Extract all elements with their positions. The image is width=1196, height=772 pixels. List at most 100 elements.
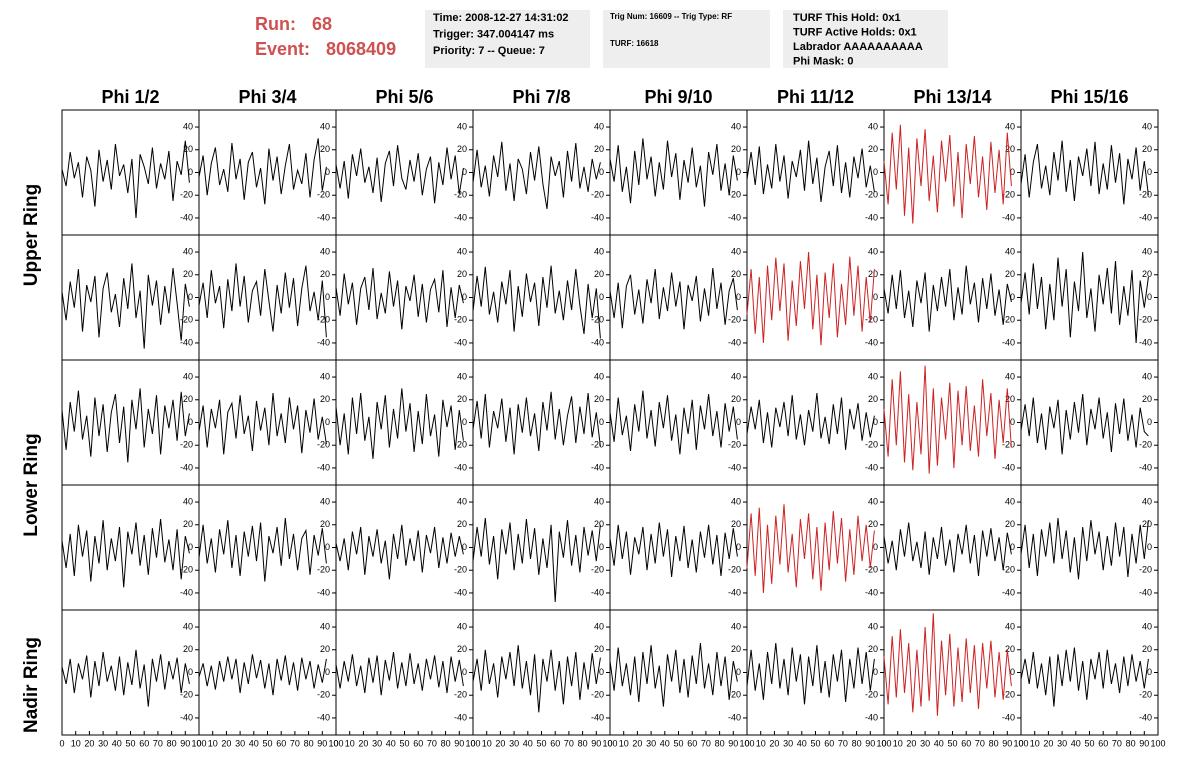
y-tick-label: 40 [731,246,741,256]
waveform [472,391,601,455]
waveform [746,392,875,450]
y-tick-label: -20 [1002,440,1015,450]
y-tick-label: -20 [454,440,467,450]
y-tick-label: -40 [454,462,467,472]
y-tick-label: 40 [868,246,878,256]
waveform [198,517,327,582]
waveform [1020,517,1149,580]
column-title: Phi 3/4 [238,87,296,107]
y-tick-label: -40 [591,337,604,347]
y-tick-label: 20 [1142,644,1152,654]
y-tick-label: 40 [457,496,467,506]
y-tick-label: -40 [1002,587,1015,597]
y-tick-label: 20 [1005,519,1015,529]
waveform [883,265,1012,332]
y-tick-label: 20 [731,394,741,404]
x-tick-label: 30 [1057,738,1067,748]
x-tick-label: 30 [920,738,930,748]
waveform [883,522,1012,576]
x-tick-label: 40 [1071,738,1081,748]
y-tick-label: 0 [1147,542,1152,552]
y-tick-label: -40 [728,462,741,472]
y-tick-label: 40 [320,121,330,131]
y-tick-label: 20 [1142,144,1152,154]
y-tick-label: -40 [454,337,467,347]
waveform [746,251,875,346]
y-tick-label: -20 [1002,565,1015,575]
y-tick-label: 0 [462,292,467,302]
column-title: Phi 13/14 [913,87,991,107]
x-tick-label: 60 [550,738,560,748]
y-tick-label: -40 [454,587,467,597]
y-tick-label: 40 [594,621,604,631]
y-tick-label: 20 [320,269,330,279]
y-tick-label: -40 [317,462,330,472]
x-tick-label: 50 [947,738,957,748]
y-tick-label: 40 [320,246,330,256]
x-tick-label: 70 [153,738,163,748]
y-tick-label: 20 [183,144,193,154]
x-tick-label: 60 [413,738,423,748]
y-tick-label: -20 [1139,440,1152,450]
x-tick-label: 20 [221,738,231,748]
y-tick-label: 0 [325,417,330,427]
x-tick-label: 90 [317,738,327,748]
y-tick-label: 40 [731,121,741,131]
y-tick-label: 0 [736,417,741,427]
x-tick-label: 20 [632,738,642,748]
y-tick-label: -20 [865,190,878,200]
y-tick-label: 40 [183,121,193,131]
y-tick-label: 40 [1005,121,1015,131]
x-tick-label: 80 [578,738,588,748]
y-tick-label: -20 [728,440,741,450]
y-tick-label: 0 [873,542,878,552]
x-tick-label: 50 [673,738,683,748]
x-tick-label: 40 [934,738,944,748]
y-tick-label: -40 [180,337,193,347]
column-title: Phi 5/6 [375,87,433,107]
x-tick-label: 10 [482,738,492,748]
info-line: Time: 2008-12-27 14:31:02 [433,12,569,24]
y-tick-label: 40 [731,371,741,381]
y-tick-label: 40 [1142,621,1152,631]
y-tick-label: -20 [1002,690,1015,700]
x-tick-label: 100 [876,738,891,748]
y-tick-label: 0 [1147,292,1152,302]
y-tick-label: 20 [731,644,741,654]
y-tick-label: -40 [454,712,467,722]
y-tick-label: -40 [728,712,741,722]
waveform [335,267,464,330]
y-tick-label: 40 [183,371,193,381]
y-tick-label: 40 [1005,496,1015,506]
y-tick-label: -40 [865,212,878,222]
waveform [609,642,738,707]
y-tick-label: -40 [591,587,604,597]
waveform [609,390,738,455]
y-tick-label: 40 [320,496,330,506]
y-tick-label: 20 [320,394,330,404]
y-tick-label: 0 [325,292,330,302]
y-tick-label: 0 [188,667,193,677]
x-tick-label: 0 [470,738,475,748]
waveform [1020,140,1149,205]
y-tick-label: 0 [1010,542,1015,552]
y-tick-label: 0 [462,667,467,677]
y-tick-label: 0 [736,292,741,302]
y-tick-label: -40 [728,212,741,222]
x-tick-label: 30 [235,738,245,748]
y-tick-label: 0 [736,667,741,677]
x-tick-label: 10 [893,738,903,748]
y-tick-label: 40 [594,121,604,131]
x-tick-label: 100 [1013,738,1028,748]
y-tick-label: 20 [1142,519,1152,529]
y-tick-label: 0 [462,417,467,427]
x-tick-label: 80 [852,738,862,748]
info-line: Labrador AAAAAAAAAA [793,41,923,53]
y-tick-label: 20 [457,644,467,654]
waveform [198,263,327,338]
waveform [198,654,327,696]
info-line: TURF: 16618 [610,39,659,48]
y-tick-label: 0 [736,167,741,177]
x-tick-label: 90 [180,738,190,748]
